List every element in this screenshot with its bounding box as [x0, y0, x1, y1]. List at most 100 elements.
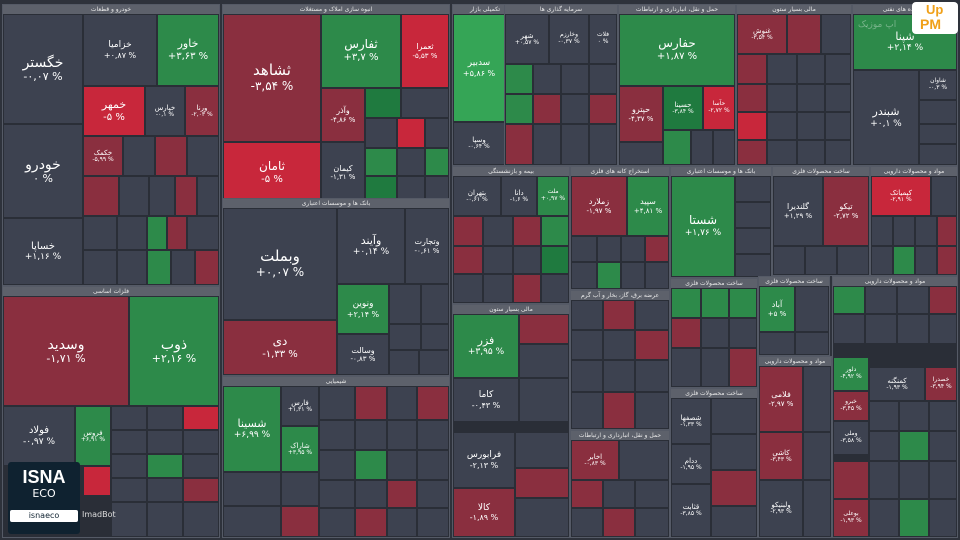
stock-tile[interactable] — [187, 136, 219, 176]
stock-tile[interactable]: شاراک +۳,۹۵ % — [281, 426, 319, 472]
stock-tile[interactable] — [929, 431, 957, 461]
stock-tile[interactable] — [387, 386, 417, 420]
stock-tile[interactable] — [893, 246, 915, 275]
stock-tile[interactable]: فروس +۶,۹۱ % — [75, 406, 111, 466]
stock-tile[interactable] — [147, 250, 171, 285]
stock-tile[interactable] — [795, 332, 829, 355]
stock-tile[interactable] — [561, 94, 589, 124]
stock-tile[interactable] — [83, 216, 117, 250]
stock-tile[interactable] — [597, 262, 621, 289]
stock-tile[interactable]: وسدید -۱,۷۱ % — [3, 296, 129, 406]
stock-tile[interactable] — [833, 461, 869, 499]
stock-tile[interactable] — [865, 314, 897, 344]
stock-tile[interactable] — [195, 250, 219, 285]
stock-tile[interactable] — [483, 274, 513, 303]
stock-tile[interactable] — [147, 502, 183, 537]
stock-tile[interactable] — [871, 246, 893, 275]
stock-tile[interactable] — [541, 246, 569, 274]
stock-tile[interactable]: خودرو ۰ % — [3, 124, 83, 218]
stock-tile[interactable] — [319, 420, 355, 450]
stock-tile[interactable] — [117, 250, 147, 285]
stock-tile[interactable] — [147, 478, 183, 502]
stock-tile[interactable] — [513, 274, 541, 303]
stock-tile[interactable] — [561, 64, 589, 94]
stock-tile[interactable] — [183, 502, 219, 537]
stock-tile[interactable] — [937, 246, 957, 275]
stock-tile[interactable] — [505, 64, 533, 94]
stock-tile[interactable] — [701, 348, 729, 387]
stock-tile[interactable]: خبرو -۳,۴۵ % — [833, 391, 869, 421]
stock-tile[interactable] — [513, 246, 541, 274]
stock-tile[interactable] — [319, 480, 355, 508]
stock-tile[interactable] — [621, 236, 645, 262]
stock-tile[interactable] — [83, 250, 117, 285]
stock-tile[interactable] — [645, 262, 669, 289]
stock-tile[interactable] — [797, 84, 825, 112]
stock-tile[interactable] — [119, 176, 149, 216]
stock-tile[interactable]: شستا +۱,۷۶ % — [671, 176, 735, 277]
stock-tile[interactable] — [175, 176, 197, 216]
stock-tile[interactable] — [805, 246, 837, 275]
stock-tile[interactable]: حفارس +۱,۸۷ % — [619, 14, 735, 86]
stock-tile[interactable] — [147, 454, 183, 478]
stock-tile[interactable]: بتهران -۰,۶۱ % — [453, 176, 501, 216]
stock-tile[interactable]: ولبنیکو -۲,۹۳ % — [759, 480, 803, 537]
stock-tile[interactable] — [899, 401, 929, 431]
stock-tile[interactable]: شصفها -۱,۳۳ % — [671, 398, 711, 444]
stock-tile[interactable] — [635, 330, 669, 360]
stock-tile[interactable]: گلندیرا +۱,۲۹ % — [773, 176, 823, 246]
stock-tile[interactable]: خساپا +۱,۱۶ % — [3, 218, 83, 285]
stock-tile[interactable] — [929, 314, 957, 344]
stock-tile[interactable] — [701, 318, 729, 348]
stock-tile[interactable] — [701, 288, 729, 318]
stock-tile[interactable] — [533, 64, 561, 94]
stock-tile[interactable]: فزر +۳,۹۵ % — [453, 314, 519, 378]
stock-tile[interactable]: شهر +۰,۵۷ % — [505, 14, 549, 64]
stock-tile[interactable] — [389, 350, 419, 375]
stock-tile[interactable] — [571, 236, 597, 262]
stock-tile[interactable]: دانا -۱,۶ % — [501, 176, 537, 216]
stock-tile[interactable] — [355, 386, 387, 420]
stock-tile[interactable]: ددام -۱,۹۵ % — [671, 444, 711, 484]
stock-tile[interactable] — [183, 454, 219, 478]
stock-tile[interactable] — [663, 130, 691, 165]
stock-tile[interactable] — [505, 124, 533, 165]
stock-tile[interactable] — [417, 508, 449, 537]
stock-tile[interactable] — [355, 508, 387, 537]
stock-tile[interactable] — [397, 148, 425, 176]
stock-tile[interactable] — [571, 508, 603, 537]
stock-tile[interactable] — [453, 274, 483, 303]
stock-tile[interactable] — [123, 136, 155, 176]
stock-tile[interactable] — [453, 246, 483, 274]
stock-tile[interactable]: خزامیا +۰,۸۷ % — [83, 14, 157, 86]
stock-tile[interactable] — [365, 118, 397, 148]
stock-tile[interactable] — [571, 392, 603, 429]
stock-tile[interactable] — [571, 330, 603, 360]
stock-tile[interactable] — [149, 176, 175, 216]
stock-tile[interactable] — [869, 499, 899, 537]
stock-tile[interactable]: ثشاهد -۳,۵۴ % — [223, 14, 321, 142]
stock-tile[interactable] — [837, 246, 869, 275]
stock-tile[interactable] — [767, 54, 797, 84]
stock-tile[interactable] — [735, 254, 771, 277]
stock-tile[interactable]: ثعمرا -۵,۵۳ % — [401, 14, 449, 88]
stock-tile[interactable] — [919, 100, 957, 124]
stock-tile[interactable]: ذوب +۲,۱۶ % — [129, 296, 219, 406]
stock-tile[interactable]: ونوین +۲,۱۴ % — [337, 284, 389, 334]
stock-tile[interactable] — [671, 288, 701, 318]
stock-tile[interactable]: ملت +۰,۹۷ % — [537, 176, 569, 216]
stock-tile[interactable] — [319, 508, 355, 537]
stock-tile[interactable] — [833, 286, 865, 314]
stock-tile[interactable] — [515, 468, 569, 498]
stock-tile[interactable] — [931, 176, 957, 216]
stock-tile[interactable] — [767, 140, 797, 165]
stock-tile[interactable] — [711, 506, 757, 537]
stock-tile[interactable] — [919, 124, 957, 144]
stock-tile[interactable]: زملارد -۱,۹۷ % — [571, 176, 627, 236]
stock-tile[interactable] — [571, 262, 597, 289]
stock-tile[interactable] — [869, 401, 899, 431]
stock-tile[interactable]: دلور -۴,۹۲ % — [833, 357, 869, 391]
stock-tile[interactable] — [453, 216, 483, 246]
stock-tile[interactable] — [645, 236, 669, 262]
stock-tile[interactable] — [355, 480, 387, 508]
